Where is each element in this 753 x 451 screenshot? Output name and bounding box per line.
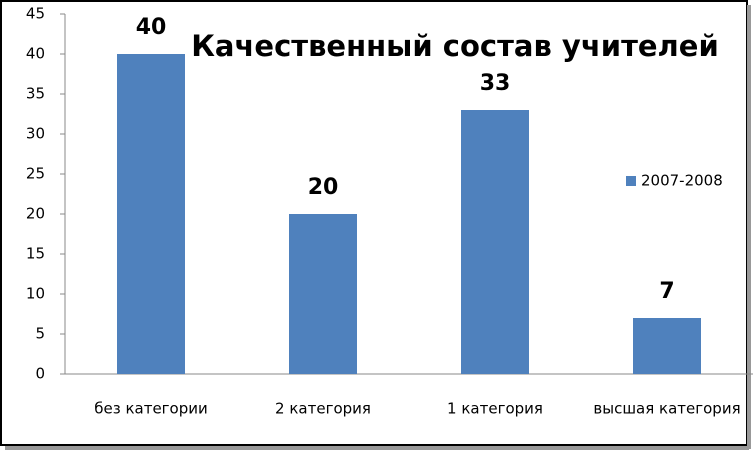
- y-tick-label: 20: [26, 205, 45, 223]
- y-tick-label: 25: [26, 165, 45, 183]
- x-tick-label: без категории: [94, 400, 208, 418]
- y-tick-label: 30: [26, 125, 45, 143]
- chart-title: Качественный состав учителей: [191, 29, 719, 63]
- y-tick-label: 0: [35, 365, 45, 383]
- x-tick-label: 2 категория: [275, 400, 371, 418]
- value-label: 33: [480, 71, 511, 96]
- value-label: 20: [308, 175, 339, 200]
- bar: [117, 54, 185, 374]
- y-tick-label: 35: [26, 85, 45, 103]
- bar: [461, 110, 529, 374]
- value-label: 40: [136, 15, 167, 40]
- y-tick-label: 15: [26, 245, 45, 263]
- y-tick-label: 40: [26, 45, 45, 63]
- legend-label: 2007-2008: [641, 172, 723, 190]
- value-label: 7: [659, 279, 674, 304]
- bar: [633, 318, 701, 374]
- y-tick-label: 5: [35, 325, 45, 343]
- y-tick-label: 45: [26, 5, 45, 23]
- y-tick-label: 10: [26, 285, 45, 303]
- legend-swatch: [626, 176, 636, 186]
- x-tick-label: 1 категория: [447, 400, 543, 418]
- x-tick-label: высшая категория: [593, 400, 740, 418]
- bar: [289, 214, 357, 374]
